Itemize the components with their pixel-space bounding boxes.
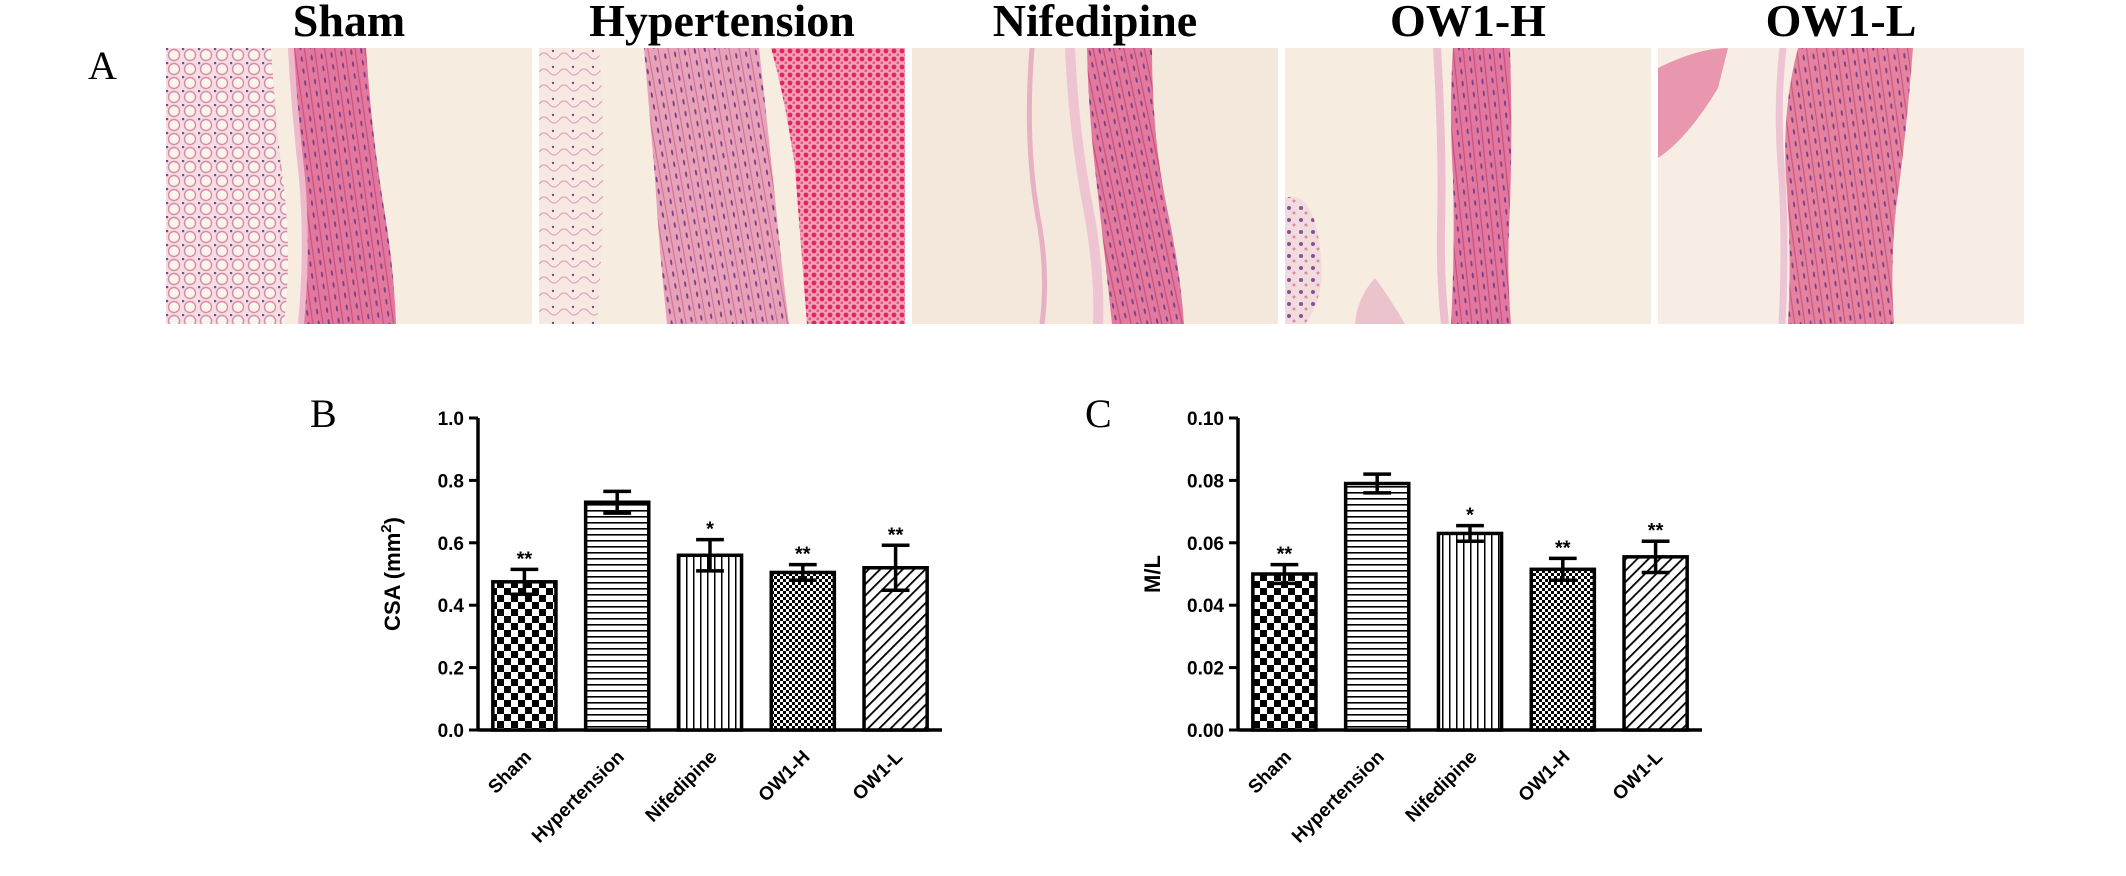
category-label: Sham (484, 747, 535, 798)
bar-ow1-l (1622, 555, 1689, 732)
significance-marker: ** (888, 524, 904, 546)
panel-letter-a: A (88, 43, 117, 88)
bar-nifedipine (1436, 531, 1504, 732)
micrograph-ow1-l (1658, 48, 2024, 324)
bar-hypertension (583, 500, 651, 732)
y-tick-label: 0.08 (1187, 471, 1224, 492)
panel-letter-b: B (310, 391, 337, 436)
bar-sham (491, 580, 558, 732)
micrograph-hypertension (539, 48, 905, 324)
category-label: Sham (1244, 747, 1295, 798)
y-tick-label: 0.8 (438, 471, 464, 492)
y-axis-label-superscript: 2 (378, 524, 395, 532)
bar-ow1-h (769, 570, 837, 732)
column-title-ow1-l: OW1-L (1765, 0, 1917, 46)
significance-marker: ** (1648, 520, 1664, 542)
column-title-ow1-h: OW1-H (1390, 0, 1546, 46)
significance-marker: ** (1277, 544, 1293, 566)
y-axis-label-suffix: ) (380, 517, 405, 524)
significance-marker: * (1466, 505, 1474, 527)
chart-b: 0.0 0.2 0.4 0.6 0.8 1.0 CSA (mm2) ** ShamHyperte… (378, 409, 942, 847)
y-tick-label: 0.0 (438, 721, 464, 742)
bar-nifedipine (676, 553, 744, 732)
micrograph-nifedipine (912, 48, 1278, 324)
bar-sham (1251, 572, 1318, 732)
panel-letter-c: C (1085, 391, 1112, 436)
column-title-sham: Sham (292, 0, 406, 46)
y-tick-label: 0.10 (1187, 409, 1224, 430)
category-label: Hypertension (528, 747, 629, 848)
y-axis-label: CSA (mm2) (378, 517, 405, 631)
column-title-hypertension: Hypertension (589, 0, 855, 46)
y-tick-label: 1.0 (438, 409, 464, 430)
significance-marker: ** (795, 544, 811, 566)
category-label: OW1-H (755, 747, 815, 807)
y-tick-label: 0.6 (438, 534, 464, 555)
bar-ow1-l (862, 566, 929, 732)
category-label: OW1-L (849, 746, 907, 804)
chart-c: 0.00 0.02 0.04 0.06 0.08 0.10 M/L ** ShamHyperte… (1140, 409, 1702, 847)
column-title-nifedipine: Nifedipine (992, 0, 1198, 46)
category-label: Nifedipine (642, 747, 722, 827)
bar-hypertension (1343, 481, 1411, 732)
category-label: OW1-H (1515, 747, 1575, 807)
significance-marker: ** (517, 548, 533, 570)
significance-marker: ** (1555, 537, 1571, 559)
y-tick-label: 0.00 (1187, 721, 1224, 742)
y-tick-label: 0.02 (1187, 659, 1224, 680)
category-label: Nifedipine (1402, 747, 1482, 827)
y-tick-label: 0.2 (438, 659, 464, 680)
category-label: OW1-L (1609, 746, 1667, 804)
y-axis-label: M/L (1140, 555, 1165, 593)
y-tick-label: 0.4 (438, 596, 465, 617)
significance-marker: * (706, 519, 714, 541)
bar-ow1-h (1529, 567, 1597, 732)
y-tick-label: 0.06 (1187, 534, 1224, 555)
y-tick-label: 0.04 (1187, 596, 1224, 617)
category-label: Hypertension (1288, 747, 1389, 848)
micrograph-sham (166, 48, 532, 324)
micrograph-ow1-h (1285, 48, 1651, 324)
